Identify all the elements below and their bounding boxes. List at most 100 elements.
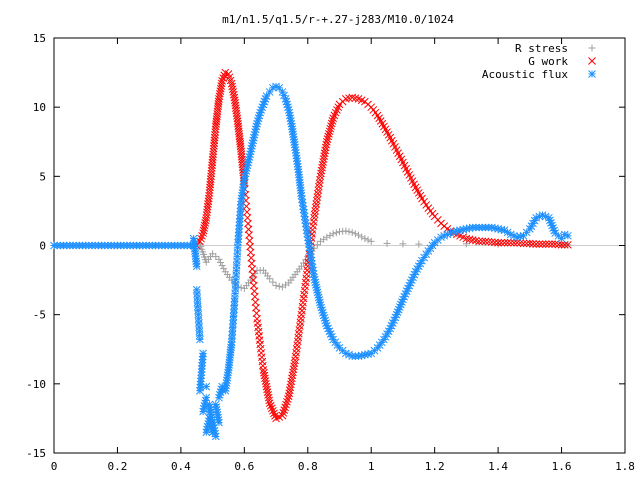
data-point [283,397,291,406]
data-point [475,237,483,246]
data-marks [50,68,572,441]
legend-label: G work [528,55,568,68]
data-point [465,235,474,244]
data-point [267,404,276,413]
data-point [491,238,499,247]
y-tick-label: -15 [26,447,46,460]
data-point [265,396,274,405]
data-point [280,406,289,414]
data-point [322,137,331,146]
axes: 0 0.2 0.4 0.6 0.8 1 1.2 1.4 1.6 1.8 -15 -10 -5 0 5 10 15 [26,32,635,473]
data-point [202,382,211,391]
data-point [367,237,375,245]
data-point [217,79,226,88]
y-tick-label: 0 [39,240,46,253]
data-point [198,231,206,240]
data-point [462,240,470,248]
data-point [262,92,271,100]
data-point [364,236,372,244]
data-point [325,130,333,138]
data-point [289,365,298,374]
data-point [332,229,340,237]
data-point [415,240,423,248]
data-point [197,234,205,243]
data-point [503,238,512,247]
data-point [275,282,283,290]
y-tick-label: 10 [33,101,46,114]
data-point [462,234,471,243]
data-point [290,359,299,368]
x-tick-label: 0.8 [298,460,318,473]
y-tick-label: 15 [33,32,46,45]
data-point [348,228,356,236]
data-point [472,236,480,245]
legend-marker [588,44,596,52]
data-point [309,266,317,275]
data-point [557,234,566,243]
data-point [358,233,366,241]
x-tick-label: 0.4 [171,460,191,473]
data-point [326,124,335,133]
data-point [357,351,366,360]
data-point [513,233,521,242]
data-point [323,233,331,241]
data-point [272,282,280,290]
data-point [506,238,515,247]
data-point [327,119,336,128]
y-tick-label: -10 [26,378,46,391]
data-point [513,238,521,247]
data-point [532,240,541,248]
x-tick-label: 1.6 [552,460,572,473]
data-point [313,241,321,249]
data-point [468,236,477,244]
data-point [281,403,289,412]
data-point [288,374,296,383]
data-point [541,240,550,248]
x-tick-label: 1.8 [615,460,635,473]
data-point [345,228,353,236]
data-point [285,386,294,395]
x-tick-label: 0.2 [108,460,128,473]
legend-marker [588,57,596,65]
data-point [290,362,298,371]
data-point [265,88,274,96]
data-point [548,240,556,248]
legend-label: Acoustic flux [482,68,568,81]
series-2 [50,82,572,441]
data-point [280,91,288,100]
data-point [554,240,563,249]
data-point [551,240,560,248]
data-point [342,227,350,235]
data-point [217,258,225,266]
data-point [326,231,334,239]
data-point [289,368,297,377]
data-point [269,406,277,415]
data-point [545,240,553,248]
data-point [284,392,293,401]
data-point [323,135,332,143]
x-tick-label: 1 [368,460,375,473]
data-point [282,400,290,409]
data-point [478,237,487,246]
data-point [285,389,294,398]
data-point [399,240,407,248]
data-point [564,240,572,249]
data-point [324,132,333,141]
data-point [220,265,228,273]
data-point [325,127,334,136]
data-point [278,411,287,420]
data-point [538,211,547,219]
data-point [270,409,278,418]
data-point [218,77,226,85]
data-point [328,116,337,125]
data-point [355,231,363,239]
x-tick-label: 0.6 [234,460,254,473]
data-point [484,237,493,246]
x-tick-label: 0 [51,460,58,473]
data-point [348,93,357,102]
data-point [361,235,369,243]
data-point [283,395,292,403]
y-tick-label: 5 [39,170,46,183]
data-point [266,401,275,410]
